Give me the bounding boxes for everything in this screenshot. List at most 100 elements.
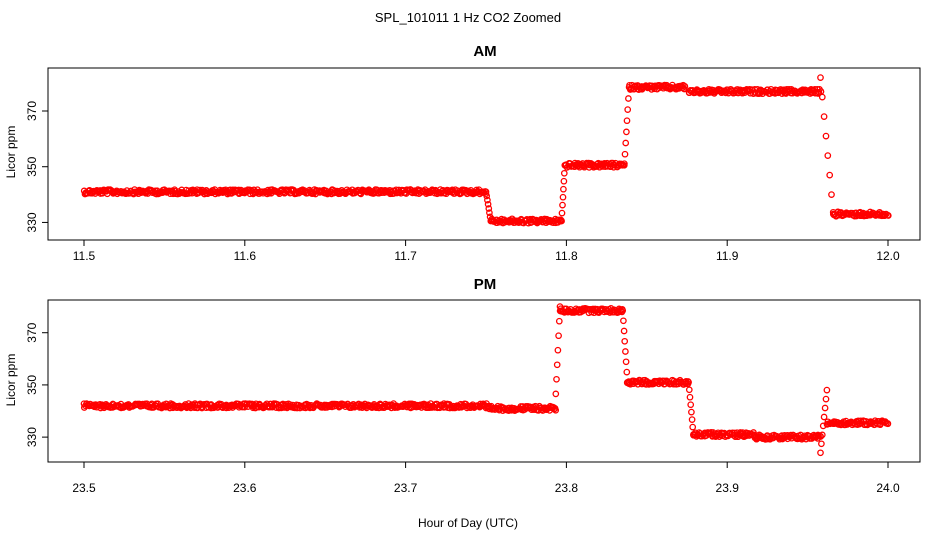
data-point: [622, 348, 629, 355]
x-tick-label: 23.9: [716, 481, 740, 495]
x-tick-label: 23.6: [233, 481, 257, 495]
data-point: [620, 317, 627, 325]
data-point: [552, 390, 560, 398]
am-panel: AM 11.5 11.6 11.7 11.8 11.9 12.0 330 350 370 Li…: [4, 43, 921, 263]
data-point: [687, 401, 695, 409]
data-point: [558, 217, 565, 225]
x-tick-label: 11.6: [234, 249, 257, 263]
x-tick-label: 24.0: [876, 481, 900, 495]
data-point: [560, 177, 568, 185]
data-point: [821, 404, 829, 412]
data-point: [688, 408, 695, 416]
am-panel-title: AM: [473, 43, 496, 60]
data-point: [817, 433, 825, 440]
data-point: [484, 196, 491, 204]
y-tick-label: 350: [25, 375, 39, 395]
data-point: [688, 416, 696, 423]
data-point: [685, 378, 692, 386]
data-point: [820, 413, 828, 421]
data-point: [817, 449, 824, 457]
am-y-axis-label: Licor ppm: [4, 126, 18, 179]
data-point: [486, 209, 493, 217]
pm-data-points: [80, 303, 892, 457]
data-point: [817, 74, 824, 81]
data-point: [620, 327, 628, 335]
data-point: [485, 205, 493, 212]
pm-y-axis-label: Licor ppm: [4, 354, 18, 407]
data-point: [561, 161, 569, 169]
data-point: [824, 152, 832, 159]
data-point: [818, 431, 826, 439]
data-point: [484, 200, 492, 208]
y-tick-label: 370: [25, 101, 39, 121]
y-tick-label: 370: [25, 322, 39, 342]
am-x-axis: 11.5 11.6 11.7 11.8 11.9 12.0: [73, 239, 900, 263]
data-point: [621, 150, 629, 158]
data-point: [721, 433, 729, 440]
data-point: [559, 193, 567, 201]
y-tick-label: 330: [25, 212, 39, 232]
data-point: [560, 185, 567, 193]
data-point: [690, 431, 697, 438]
data-point: [822, 395, 830, 403]
data-point: [203, 400, 211, 408]
data-point: [482, 188, 490, 196]
data-point: [553, 361, 561, 369]
data-point: [487, 217, 495, 225]
data-point: [623, 117, 631, 125]
data-point: [828, 191, 835, 198]
x-tick-label: 11.5: [73, 249, 96, 263]
y-tick-label: 330: [25, 427, 39, 447]
data-point: [560, 169, 568, 177]
data-point: [681, 83, 689, 90]
x-tick-label: 11.7: [394, 249, 417, 263]
pm-panel: PM 23.5 23.6 23.7 23.8 23.9 24.0 330 350 370 Li…: [4, 276, 921, 495]
data-point: [822, 132, 830, 140]
data-point: [551, 405, 559, 412]
data-point: [884, 420, 892, 428]
data-point: [624, 378, 631, 386]
data-point: [818, 440, 825, 448]
data-point: [623, 368, 631, 376]
data-point: [738, 88, 745, 96]
x-tick-label: 11.9: [716, 249, 739, 263]
data-point: [819, 422, 827, 430]
data-point: [625, 83, 633, 91]
data-point: [619, 307, 627, 314]
data-point: [620, 161, 628, 169]
x-axis-label: Hour of Day (UTC): [418, 516, 518, 530]
am-data-points: [80, 74, 892, 227]
data-point: [486, 213, 494, 221]
data-point: [826, 171, 834, 179]
data-point: [820, 113, 828, 120]
data-point: [559, 201, 566, 209]
pm-x-axis: 23.5 23.6 23.7 23.8 23.9 24.0: [72, 461, 900, 495]
data-point: [881, 211, 889, 219]
data-point: [625, 95, 632, 102]
x-tick-label: 23.8: [555, 481, 579, 495]
data-point: [686, 393, 694, 401]
data-point: [823, 386, 831, 394]
data-point: [777, 86, 784, 93]
y-tick-label: 350: [25, 156, 39, 176]
main-title: SPL_101011 1 Hz CO2 Zoomed: [375, 10, 561, 25]
pm-panel-title: PM: [474, 276, 497, 293]
data-point: [555, 317, 563, 325]
data-point: [622, 358, 630, 366]
x-tick-label: 12.0: [876, 249, 900, 263]
data-point: [829, 210, 837, 218]
pm-y-axis: 330 350 370: [25, 322, 49, 447]
x-tick-label: 23.7: [394, 481, 418, 495]
data-point: [483, 192, 491, 200]
data-point: [555, 332, 562, 340]
data-point: [624, 106, 632, 113]
data-point: [621, 337, 629, 345]
data-point: [818, 93, 826, 101]
data-point: [558, 209, 566, 217]
data-point: [689, 423, 697, 431]
data-point: [681, 85, 688, 93]
data-point: [556, 303, 564, 310]
am-y-axis: 330 350 370: [25, 101, 49, 232]
data-point: [622, 139, 630, 147]
